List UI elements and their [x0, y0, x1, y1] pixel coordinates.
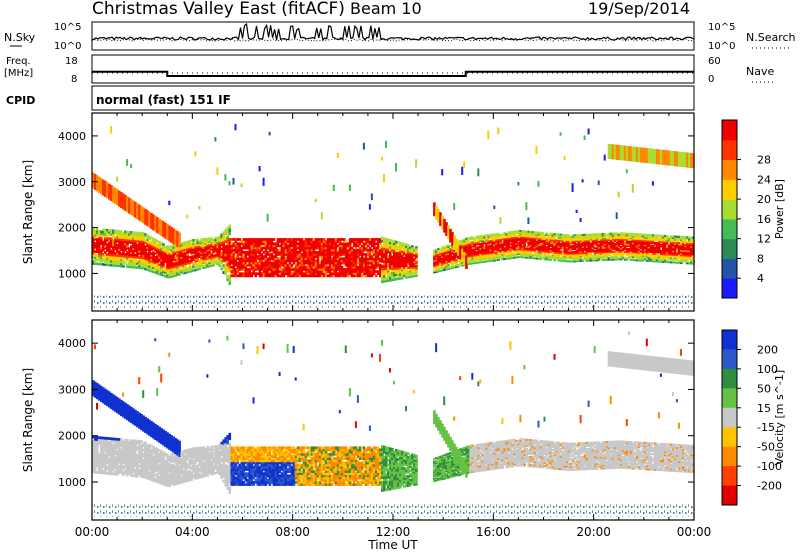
noise-panel: N.Sky 10^5 10^0 10^5 10^0 N.Search — [4, 21, 796, 52]
power-ytick-4000: 4000 — [58, 130, 86, 143]
velocity-ytick-1000: 1000 — [58, 476, 86, 489]
power-cbar-tick: 4 — [757, 272, 764, 285]
velocity-data — [92, 331, 695, 517]
noise-right-label: N.Search — [746, 31, 796, 44]
power-panel: Slant Range [km] 1000 2000 3000 4000 4 8 12 16… — [21, 112, 786, 312]
velocity-ytick-2000: 2000 — [58, 430, 86, 443]
xtick-label: 12:00 — [376, 525, 411, 539]
velocity-ytick-4000: 4000 — [58, 337, 86, 350]
power-cbar-tick: 20 — [757, 193, 771, 206]
nave-tick-lo: 0 — [708, 74, 714, 85]
velocity-cbar-tick: 15 — [757, 402, 771, 415]
velocity-cbar-tick: -100 — [757, 460, 782, 473]
power-ytick-2000: 2000 — [58, 222, 86, 235]
noise-tick-hi: 10^5 — [54, 22, 81, 33]
noise-tick-lo: 10^0 — [54, 41, 81, 52]
cpid-panel — [91, 85, 695, 111]
noise-left-label: N.Sky — [4, 31, 36, 44]
velocity-cbar-tick: 200 — [757, 343, 778, 356]
xaxis-label: Time UT — [367, 538, 418, 552]
velocity-ylabel: Slant Range [km] — [21, 368, 35, 472]
time-axis: 00:00 04:00 08:00 12:00 16:00 20:00 00:00 — [75, 113, 712, 539]
power-colorbar-label: Power [dB] — [773, 179, 786, 239]
velocity-ytick-3000: 3000 — [58, 383, 86, 396]
velocity-panel: Slant Range [km] 1000 2000 3000 4000 200 100… — [21, 319, 786, 521]
velocity-cbar-tick: 50 — [757, 382, 771, 395]
cpid-label: CPID — [6, 94, 35, 107]
noise-rtick-hi: 10^5 — [708, 22, 735, 33]
noise-rtick-lo: 10^0 — [708, 41, 735, 52]
beam-label: Beam 10 — [350, 0, 422, 18]
velocity-cbar-tick: -15 — [757, 421, 775, 434]
xtick-label: 08:00 — [275, 525, 310, 539]
freq-tick-lo: 8 — [71, 74, 77, 85]
velocity-cbar-tick: -200 — [757, 480, 782, 493]
freq-label-1: Freq. — [6, 56, 31, 67]
power-cbar-tick: 8 — [757, 252, 764, 265]
power-cbar-tick: 24 — [757, 173, 771, 186]
frequency-series — [92, 70, 694, 77]
plot-title: Christmas Valley East (fitACF) — [92, 0, 345, 19]
power-ytick-3000: 3000 — [58, 176, 86, 189]
date-label: 19/Sep/2014 — [588, 0, 690, 18]
cpid-value: normal (fast) 151 IF — [96, 93, 231, 107]
power-cbar-tick: 28 — [757, 154, 771, 167]
power-cbar-tick: 12 — [757, 233, 771, 246]
nave-tick-hi: 60 — [708, 56, 721, 67]
xtick-label: 00:00 — [677, 525, 712, 539]
nave-label: Nave — [746, 65, 774, 78]
velocity-cbar-tick: -50 — [757, 441, 775, 454]
search-noise-series — [91, 38, 695, 42]
xtick-label: 00:00 — [75, 525, 110, 539]
freq-label-2: [MHz] — [4, 68, 33, 79]
power-ylabel: Slant Range [km] — [21, 160, 35, 264]
xtick-label: 16:00 — [476, 525, 511, 539]
power-cbar-tick: 16 — [757, 213, 771, 226]
power-ytick-1000: 1000 — [58, 267, 86, 280]
velocity-colorbar: 200 100 50 15 -15 -50 -100 -200 Velocity [m s^-1… — [721, 329, 786, 506]
xtick-label: 04:00 — [175, 525, 210, 539]
noise-series — [91, 23, 695, 41]
velocity-colorbar-label: Velocity [m s^-1] — [773, 370, 786, 465]
frequency-panel: Freq. [MHz] 18 8 60 0 Nave — [4, 54, 776, 85]
power-data — [92, 124, 695, 308]
velocity-cbar-tick: 100 — [757, 363, 778, 376]
freq-tick-hi: 18 — [65, 56, 78, 67]
xtick-label: 20:00 — [576, 525, 611, 539]
